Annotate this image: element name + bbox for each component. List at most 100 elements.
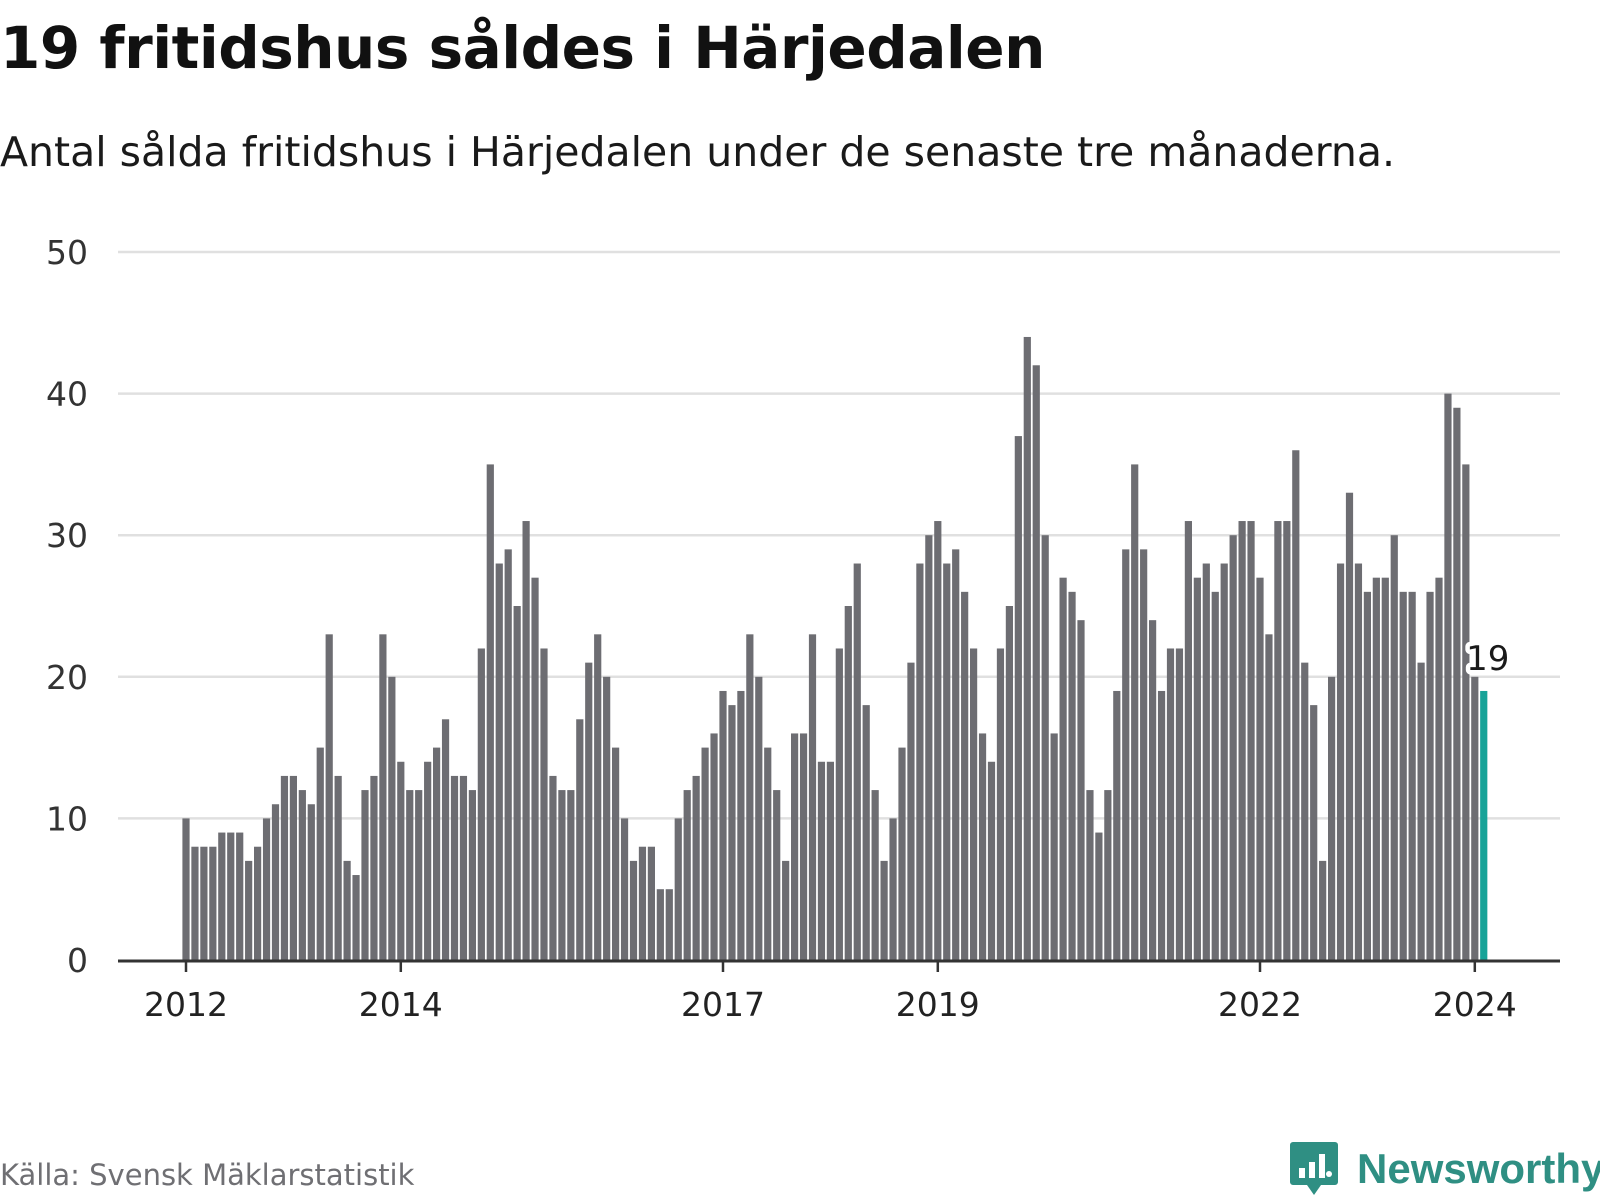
bar	[1435, 577, 1443, 960]
bar	[1238, 521, 1246, 960]
bar	[307, 804, 315, 960]
bar	[1068, 591, 1076, 960]
bar	[459, 775, 468, 960]
bar	[1050, 733, 1058, 960]
bar	[1086, 790, 1094, 960]
bar	[934, 521, 942, 960]
x-tick-label-2014: 2014	[359, 985, 443, 1024]
bar-chart: 0 10 20 30 40 50 2012 2014 2017 2019 2022 2024 191…	[46, 233, 1560, 1024]
bar	[925, 535, 933, 960]
bar	[441, 719, 450, 960]
bar	[424, 761, 432, 960]
bar	[397, 761, 405, 960]
bar	[1283, 521, 1291, 960]
bar	[1104, 790, 1112, 960]
brand-name: Newsworthy	[1357, 1145, 1600, 1192]
brand-logo[interactable]: Newsworthy	[1289, 1140, 1600, 1198]
bar	[1113, 690, 1121, 960]
bar	[853, 563, 861, 960]
bar	[325, 634, 333, 960]
bar	[594, 634, 602, 960]
bar	[1265, 634, 1273, 960]
bar	[728, 705, 736, 960]
bar	[782, 860, 790, 960]
bar	[567, 790, 575, 960]
x-tick-label-2024: 2024	[1433, 985, 1517, 1024]
bar	[1229, 535, 1237, 960]
bar	[289, 775, 297, 960]
chart-subtitle: Antal sålda fritidshus i Härjedalen unde…	[0, 128, 1396, 176]
bar	[844, 606, 852, 960]
bar	[1426, 591, 1434, 960]
bar	[549, 775, 557, 960]
bar	[361, 790, 369, 960]
bar	[737, 690, 745, 960]
bar	[495, 563, 503, 960]
bar	[764, 747, 772, 960]
bar	[450, 775, 459, 960]
bar	[576, 719, 584, 960]
bar	[996, 648, 1005, 960]
bar	[612, 747, 620, 960]
bar	[799, 733, 808, 960]
bar	[334, 775, 342, 960]
bar	[1417, 662, 1425, 960]
bar	[808, 634, 817, 960]
bar	[1363, 591, 1371, 960]
bar	[1390, 535, 1398, 960]
bar	[388, 676, 396, 960]
bar	[200, 846, 208, 960]
bar	[755, 676, 763, 960]
bar	[513, 606, 521, 960]
bar	[1211, 591, 1219, 960]
bar	[620, 818, 629, 960]
bar	[943, 563, 951, 960]
bar	[1292, 450, 1300, 960]
y-tick-label-30: 30	[46, 516, 88, 555]
bar	[468, 790, 476, 960]
bar	[343, 860, 351, 960]
bar	[835, 648, 843, 960]
bar	[952, 549, 960, 960]
bar	[262, 818, 271, 960]
bar	[1140, 549, 1148, 960]
bar	[603, 676, 611, 960]
bar	[1059, 577, 1067, 960]
bar	[898, 747, 906, 960]
bar	[540, 648, 548, 960]
bar	[1131, 464, 1139, 960]
bar	[871, 790, 879, 960]
bar	[907, 662, 915, 960]
bar	[236, 832, 244, 960]
bar	[433, 747, 441, 960]
bar	[280, 775, 289, 960]
y-tick-label-20: 20	[46, 658, 88, 697]
bar	[880, 860, 888, 960]
bar	[370, 775, 378, 960]
bar	[379, 634, 387, 960]
y-tick-label-10: 10	[46, 799, 88, 838]
bar	[1408, 591, 1416, 960]
bar	[271, 804, 280, 960]
bar	[1256, 577, 1264, 960]
bar	[638, 846, 647, 960]
bar	[1399, 591, 1407, 960]
source-note: Källa: Svensk Mäklarstatistik	[0, 1158, 415, 1192]
bar-latest	[1480, 690, 1488, 960]
bar	[710, 733, 718, 960]
y-tick-label-40: 40	[46, 375, 88, 414]
bar	[746, 634, 754, 960]
y-axis-labels: 0 10 20 30 40 50	[46, 233, 88, 980]
bar	[1157, 690, 1166, 960]
bar	[674, 818, 682, 960]
bar	[1095, 832, 1103, 960]
bar	[791, 733, 799, 960]
bar	[1247, 521, 1255, 960]
bar	[1077, 620, 1085, 960]
bars	[182, 336, 1488, 961]
bar	[656, 889, 664, 960]
bar	[719, 690, 727, 960]
bar	[1149, 620, 1157, 960]
y-tick-label-50: 50	[46, 233, 88, 272]
bar	[504, 549, 512, 960]
